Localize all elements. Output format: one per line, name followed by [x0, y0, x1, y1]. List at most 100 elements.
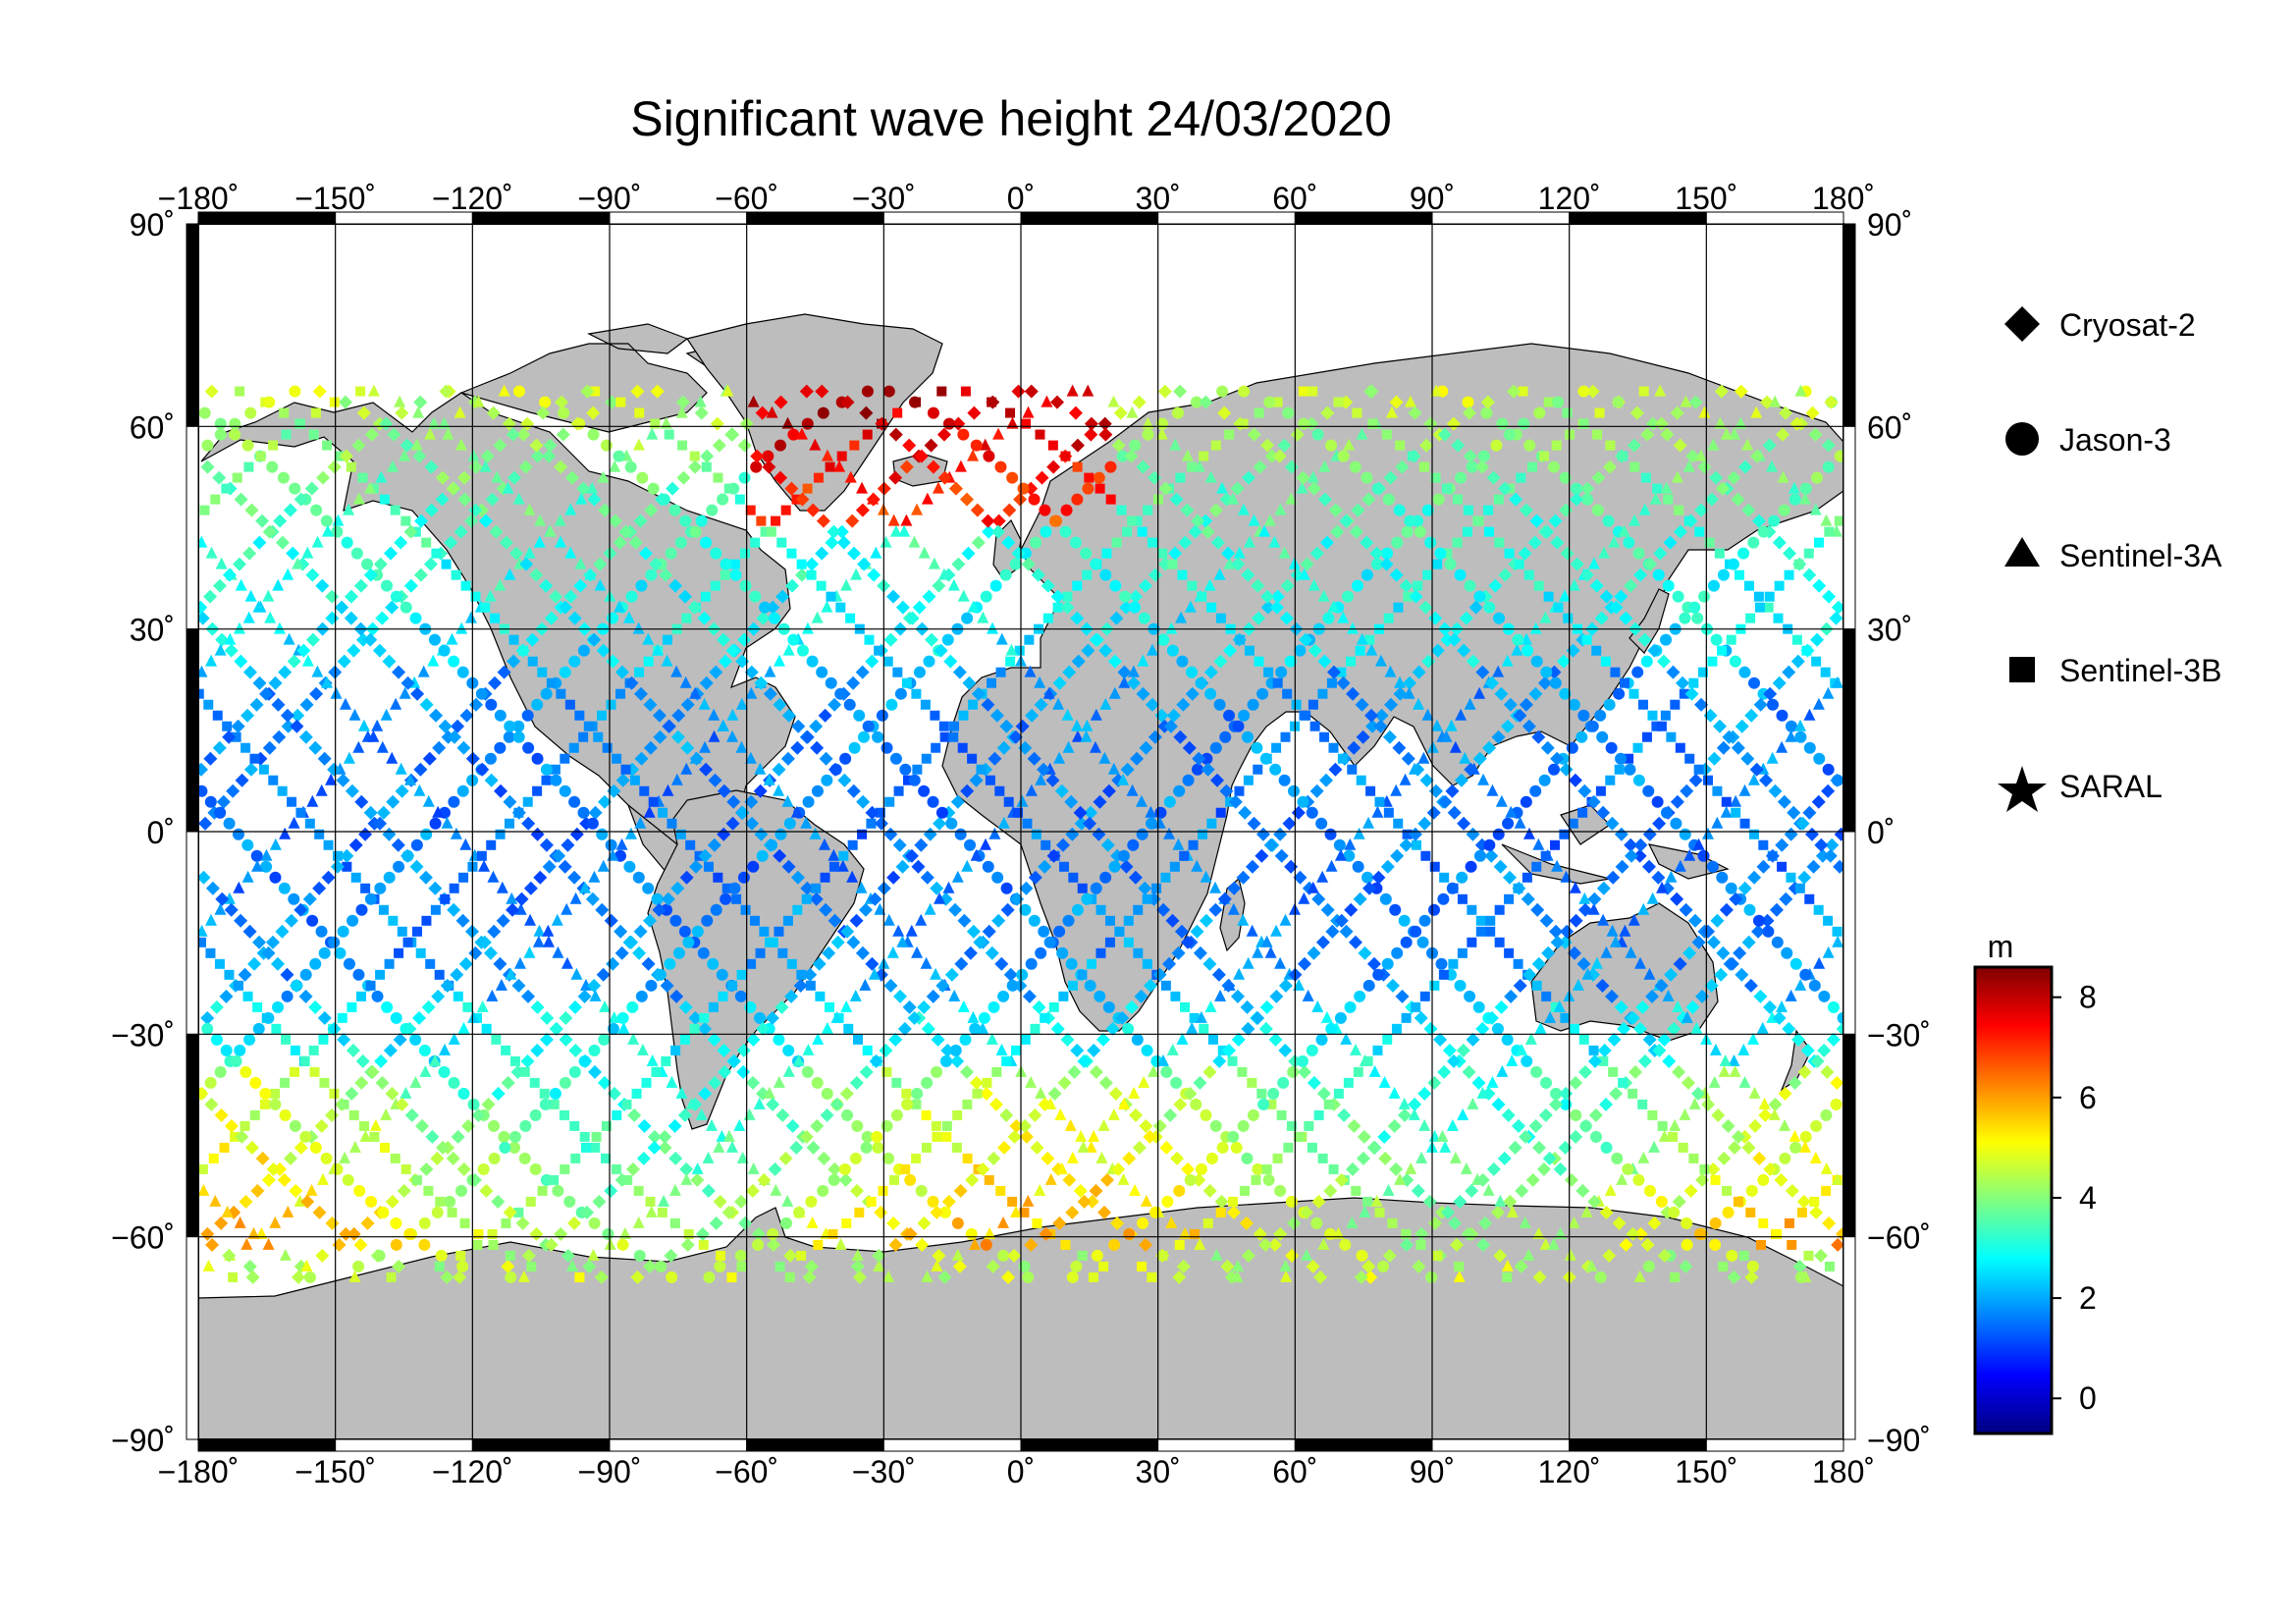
wave-measurement — [1642, 827, 1657, 841]
wave-measurement — [1282, 816, 1297, 831]
wave-measurement — [780, 751, 795, 766]
wave-measurement — [960, 492, 975, 507]
wave-measurement — [1174, 924, 1189, 939]
wave-measurement — [689, 1023, 700, 1034]
wave-measurement — [1716, 740, 1731, 755]
wave-measurement — [637, 1118, 652, 1133]
wave-measurement — [1735, 719, 1749, 733]
wave-measurement — [577, 644, 590, 657]
wave-measurement — [1562, 407, 1573, 418]
wave-measurement — [1358, 946, 1372, 960]
wave-measurement — [424, 503, 439, 517]
wave-measurement — [802, 1043, 815, 1055]
wave-measurement — [1213, 698, 1226, 711]
wave-measurement — [1298, 386, 1308, 397]
wave-measurement — [1021, 418, 1032, 429]
wave-measurement — [687, 600, 702, 615]
wave-measurement — [641, 1077, 652, 1088]
wave-measurement — [624, 935, 639, 949]
wave-measurement — [597, 710, 608, 721]
wave-measurement — [1522, 644, 1534, 657]
wave-measurement — [1209, 741, 1222, 754]
wave-measurement — [1411, 1183, 1425, 1198]
wave-measurement — [1311, 892, 1326, 906]
wave-measurement — [951, 416, 966, 431]
wave-measurement — [1376, 1260, 1389, 1272]
wave-measurement — [605, 839, 617, 851]
wave-measurement — [1558, 935, 1573, 949]
wave-measurement — [1794, 384, 1807, 397]
wave-measurement — [558, 859, 572, 874]
wave-measurement — [410, 686, 425, 701]
wave-measurement — [1683, 514, 1698, 528]
wave-measurement — [1273, 827, 1288, 841]
wave-measurement — [851, 1248, 864, 1261]
wave-measurement — [198, 535, 208, 548]
wave-measurement — [580, 1205, 595, 1219]
wave-measurement — [1547, 460, 1560, 473]
wave-measurement — [821, 774, 833, 786]
wave-measurement — [883, 827, 898, 841]
wave-measurement — [418, 1217, 431, 1229]
wave-measurement — [400, 515, 411, 526]
wave-measurement — [299, 1055, 310, 1066]
wave-measurement — [589, 989, 602, 1001]
wave-measurement — [680, 762, 693, 775]
wave-measurement — [1511, 643, 1523, 656]
wave-measurement — [811, 883, 822, 893]
wave-measurement — [1181, 449, 1194, 461]
wave-measurement — [1234, 785, 1245, 796]
wave-measurement — [1529, 622, 1542, 634]
wave-measurement — [1152, 1118, 1167, 1133]
wave-measurement — [1155, 427, 1168, 440]
wave-measurement — [1538, 1108, 1553, 1122]
wave-measurement — [841, 1109, 854, 1121]
wave-measurement — [450, 967, 464, 982]
wave-measurement — [558, 406, 570, 419]
wave-measurement — [380, 1142, 391, 1153]
wave-measurement — [995, 1043, 1008, 1055]
wave-measurement — [1401, 751, 1415, 766]
wave-measurement — [645, 979, 658, 992]
wave-measurement — [1024, 384, 1039, 399]
wave-measurement — [1067, 980, 1078, 991]
wave-measurement — [198, 1086, 209, 1101]
wave-measurement — [700, 536, 713, 549]
wave-measurement — [1166, 1043, 1179, 1055]
frame-segment — [1842, 223, 1856, 427]
wave-measurement — [1285, 492, 1298, 505]
frame-segment — [1705, 1438, 1844, 1452]
wave-measurement — [689, 751, 704, 766]
wave-measurement — [1488, 578, 1503, 593]
wave-measurement — [375, 1075, 390, 1090]
wave-measurement — [618, 524, 633, 539]
wave-measurement — [391, 838, 405, 852]
wave-measurement — [1715, 481, 1730, 496]
wave-measurement — [1716, 871, 1729, 884]
wave-measurement — [383, 546, 398, 561]
wave-measurement — [1591, 504, 1604, 516]
wave-measurement — [1230, 989, 1245, 1003]
wave-measurement — [1144, 978, 1158, 993]
wave-measurement — [261, 1012, 272, 1023]
wave-measurement — [970, 503, 985, 517]
wave-measurement — [261, 946, 276, 960]
wave-measurement — [921, 1109, 932, 1120]
wave-measurement — [1324, 828, 1337, 840]
wave-measurement — [198, 406, 211, 419]
wave-measurement — [825, 676, 837, 689]
wave-measurement — [212, 470, 227, 485]
wave-measurement — [675, 829, 686, 839]
wave-measurement — [782, 1064, 795, 1077]
wave-measurement — [960, 784, 975, 798]
wave-measurement — [1413, 580, 1423, 591]
wave-measurement — [1172, 406, 1185, 419]
wave-measurement — [1514, 816, 1526, 829]
wave-measurement — [250, 849, 263, 862]
wave-measurement — [493, 438, 507, 453]
wave-measurement — [1274, 956, 1287, 969]
wave-measurement — [1022, 1271, 1035, 1283]
wave-measurement — [1095, 483, 1105, 494]
wave-measurement — [561, 838, 575, 852]
wave-measurement — [662, 634, 672, 645]
